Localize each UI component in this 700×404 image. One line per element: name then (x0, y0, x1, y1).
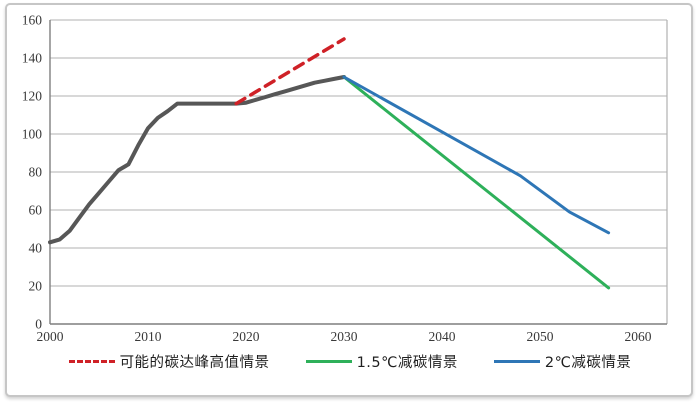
legend-label: 1.5℃减碳情景 (356, 355, 458, 371)
y-tick-label: 80 (29, 165, 43, 180)
y-tick-label: 160 (22, 13, 43, 28)
y-tick-label: 140 (22, 51, 43, 66)
y-tick-label: 40 (29, 241, 43, 256)
y-tick-label: 20 (29, 279, 43, 294)
red-dashed-line-sample (68, 360, 115, 363)
series-line-historical-emissions (48, 75, 346, 245)
series-line-scenario-2c (342, 75, 611, 235)
legend-label: 可能的碳达峰高值情景 (119, 355, 270, 371)
legend-item-peak-high-scenario: 可能的碳达峰高值情景 (68, 351, 270, 372)
legend-item-1p5c-scenario: 1.5℃减碳情景 (305, 351, 458, 372)
series-line-scenario-1p5c (342, 75, 611, 290)
y-tick-label: 60 (29, 203, 43, 218)
y-tick-label: 120 (22, 89, 43, 104)
blue-line-sample (493, 360, 540, 363)
y-tick-label: 100 (22, 127, 43, 142)
x-tick-label: 2000 (37, 329, 64, 344)
x-tick-label: 2030 (331, 329, 358, 344)
series-line-peak-high-scenario (234, 37, 346, 106)
x-tick-label: 2060 (625, 329, 652, 344)
legend-label: 2℃减碳情景 (544, 355, 632, 371)
y-tick-label: 0 (35, 317, 42, 332)
x-tick-label: 2010 (135, 329, 162, 344)
x-tick-label: 2050 (527, 329, 554, 344)
legend-item-2c-scenario: 2℃减碳情景 (493, 351, 632, 372)
legend: 可能的碳达峰高值情景 1.5℃减碳情景 2℃减碳情景 (0, 351, 700, 372)
chart-frame (5, 3, 693, 397)
x-tick-label: 2020 (233, 329, 260, 344)
green-line-sample (305, 360, 352, 363)
x-tick-label: 2040 (429, 329, 456, 344)
